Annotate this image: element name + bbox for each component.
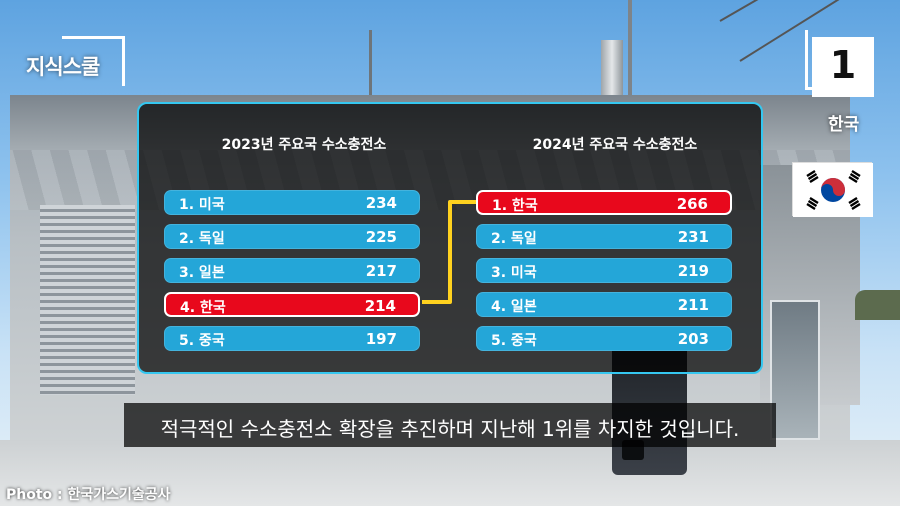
building-door bbox=[770, 300, 820, 440]
left-column-title: 2023년 주요국 수소충전소 bbox=[221, 137, 387, 153]
right-ranking-row: 4. 일본 211 bbox=[476, 292, 732, 317]
right-ranking-row: 5. 중국 203 bbox=[476, 326, 732, 351]
row-station-count: 197 bbox=[365, 330, 397, 348]
channel-name: 지식스쿨 bbox=[26, 55, 100, 79]
rank-badge: 1 bbox=[812, 37, 874, 97]
channel-logo: 지식스쿨 bbox=[22, 36, 125, 96]
row-country-label: 1. 한국 bbox=[492, 198, 538, 214]
left-ranking-row: 2. 독일 225 bbox=[164, 224, 420, 249]
row-country-label: 1. 미국 bbox=[179, 197, 225, 213]
pavement bbox=[0, 440, 900, 506]
building-grille bbox=[40, 205, 135, 395]
row-country-label: 5. 중국 bbox=[491, 333, 537, 349]
row-station-count: 217 bbox=[365, 262, 397, 280]
row-station-count: 266 bbox=[676, 195, 708, 213]
row-country-label: 2. 독일 bbox=[179, 231, 225, 247]
chimney bbox=[601, 40, 623, 102]
photo-credit: Photo : 한국가스기술공사 bbox=[6, 487, 171, 503]
row-country-label: 4. 한국 bbox=[180, 300, 226, 316]
rank-country: 한국 bbox=[828, 115, 860, 135]
right-ranking-row: 3. 미국 219 bbox=[476, 258, 732, 283]
left-ranking-row: 1. 미국 234 bbox=[164, 190, 420, 215]
right-column-title: 2024년 주요국 수소충전소 bbox=[532, 137, 698, 153]
antenna bbox=[369, 30, 372, 100]
row-country-label: 5. 중국 bbox=[179, 333, 225, 349]
left-ranking-row: 3. 일본 217 bbox=[164, 258, 420, 283]
row-country-label: 3. 미국 bbox=[491, 265, 537, 281]
subtitle: 적극적인 수소충전소 확장을 추진하며 지난해 1위를 차지한 것입니다. bbox=[160, 417, 740, 441]
subtitle-bar bbox=[124, 403, 776, 447]
row-station-count: 231 bbox=[677, 228, 709, 246]
row-station-count: 214 bbox=[364, 297, 396, 315]
row-station-count: 225 bbox=[365, 228, 397, 246]
row-station-count: 234 bbox=[365, 194, 397, 212]
logo-frame bbox=[62, 36, 125, 86]
row-station-count: 203 bbox=[677, 330, 709, 348]
row-station-count: 211 bbox=[677, 296, 709, 314]
left-ranking-row: 5. 중국 197 bbox=[164, 326, 420, 351]
row-country-label: 3. 일본 bbox=[179, 265, 225, 281]
rank-number: 1 bbox=[829, 43, 857, 87]
row-station-count: 219 bbox=[677, 262, 709, 280]
right-ranking-row: 2. 독일 231 bbox=[476, 224, 732, 249]
row-country-label: 4. 일본 bbox=[491, 299, 537, 315]
left-ranking-row: 4. 한국 214 bbox=[164, 292, 420, 317]
row-country-label: 2. 독일 bbox=[491, 231, 537, 247]
hill bbox=[855, 290, 900, 320]
right-ranking-row: 1. 한국 266 bbox=[476, 190, 732, 215]
utility-pole bbox=[628, 0, 632, 100]
korea-flag-icon bbox=[792, 162, 873, 217]
